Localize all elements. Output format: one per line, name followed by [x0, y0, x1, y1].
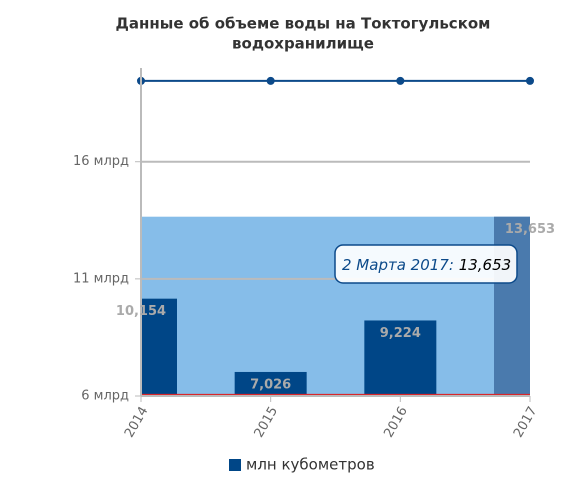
y-tick-label: 6 млрд	[81, 389, 129, 404]
chart-title: Данные об объеме воды на Токтогульском	[116, 15, 491, 33]
x-tick-label: 2016	[381, 404, 411, 440]
data-label: 9,224	[380, 326, 421, 341]
line-marker	[266, 76, 275, 85]
data-label: 13,653	[505, 222, 555, 237]
bar	[234, 371, 307, 396]
hover-band	[141, 216, 530, 396]
y-tick-label: 11 млрд	[73, 271, 129, 286]
bar	[494, 216, 530, 396]
y-tick-label: 16 млрд	[73, 154, 129, 169]
bar	[141, 298, 177, 396]
line-marker	[396, 76, 405, 85]
x-tick-label: 2015	[252, 404, 282, 440]
tooltip-value: 13,653	[459, 256, 512, 274]
line-marker	[526, 76, 534, 85]
bar	[364, 320, 437, 396]
tooltip-text: 2 Марта 2017: 13,653	[342, 256, 511, 274]
chart-title: водохранилище	[232, 35, 374, 53]
x-tick-label: 2014	[122, 404, 152, 440]
legend-label: млн кубометров	[246, 456, 375, 474]
data-label: 10,154	[116, 304, 166, 319]
tooltip-box	[334, 244, 518, 284]
data-label: 7,026	[250, 377, 291, 392]
legend-swatch	[229, 459, 241, 471]
x-tick-label: 2017	[511, 404, 541, 440]
tooltip-label: 2 Марта 2017:	[342, 256, 454, 274]
